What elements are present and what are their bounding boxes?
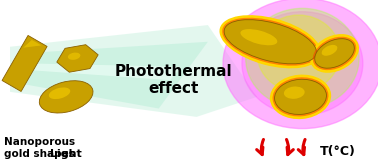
- Ellipse shape: [39, 81, 93, 113]
- Polygon shape: [23, 40, 41, 48]
- Polygon shape: [10, 25, 257, 117]
- Polygon shape: [2, 35, 47, 92]
- Ellipse shape: [271, 75, 330, 118]
- Text: Photothermal
effect: Photothermal effect: [115, 64, 233, 96]
- Text: Light: Light: [50, 149, 82, 159]
- Ellipse shape: [257, 15, 340, 92]
- Ellipse shape: [220, 16, 321, 68]
- Ellipse shape: [223, 0, 378, 129]
- Ellipse shape: [284, 87, 305, 99]
- Ellipse shape: [68, 53, 81, 60]
- Ellipse shape: [242, 12, 363, 115]
- Ellipse shape: [315, 39, 354, 68]
- Ellipse shape: [274, 79, 327, 114]
- Ellipse shape: [311, 35, 358, 72]
- Polygon shape: [57, 45, 98, 72]
- Ellipse shape: [240, 29, 277, 45]
- Ellipse shape: [49, 88, 70, 99]
- Ellipse shape: [246, 8, 359, 109]
- Polygon shape: [30, 63, 181, 80]
- Ellipse shape: [313, 37, 356, 70]
- Ellipse shape: [273, 77, 328, 116]
- Ellipse shape: [224, 20, 316, 64]
- Ellipse shape: [222, 18, 318, 66]
- Text: Nanoporous
gold shapes: Nanoporous gold shapes: [4, 137, 75, 159]
- Polygon shape: [20, 42, 208, 109]
- Ellipse shape: [322, 45, 337, 56]
- Text: T(°C): T(°C): [319, 145, 355, 158]
